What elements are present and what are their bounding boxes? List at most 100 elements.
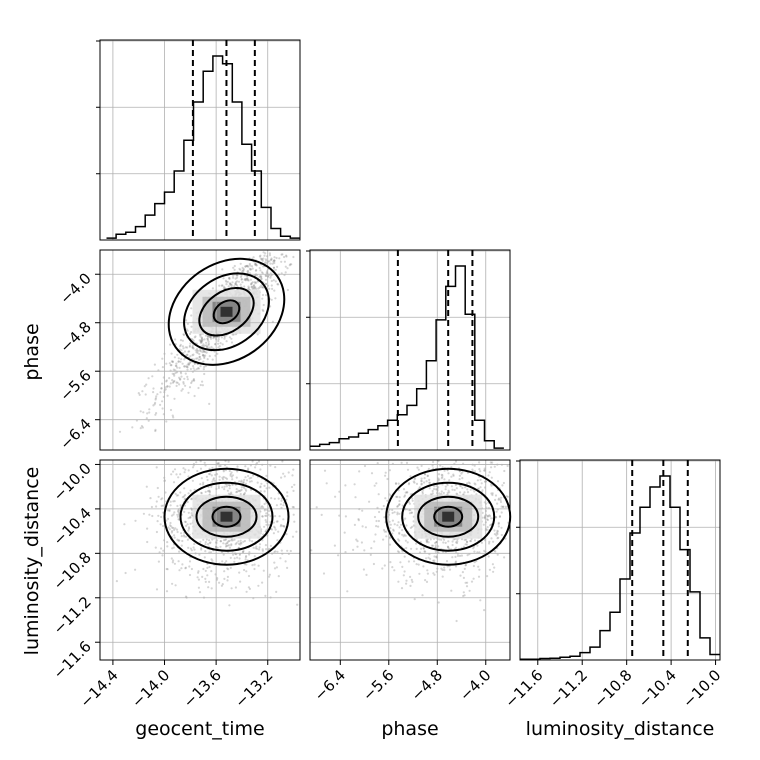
scatter-point [404,539,407,542]
scatter-point [184,520,187,524]
panel-frame-hist-geocent_time [99,39,301,241]
scatter-point [424,579,427,582]
scatter-point [207,335,210,338]
scatter-point [398,512,401,515]
scatter-point [160,515,163,519]
scatter-point [273,261,276,265]
scatter-point [497,536,500,539]
scatter-point [171,360,174,364]
scatter-point [264,530,267,533]
scatter-point [486,518,489,521]
scatter-point [396,524,399,527]
scatter-point [253,555,256,558]
scatter-point [361,509,364,512]
scatter-point [244,265,247,268]
scatter-point [208,565,211,569]
scatter-point [265,262,268,265]
scatter-point [192,379,195,382]
y-tick-label-phase-0: −6.4 [56,415,94,453]
scatter-point [200,492,203,495]
scatter-point [239,275,243,279]
scatter-point [222,470,225,473]
scatter-point [219,545,222,548]
scatter-point [483,469,486,472]
scatter-point [228,277,231,280]
scatter-point [488,515,492,518]
scatter-point [408,482,411,485]
scatter-point [181,339,184,342]
scatter-point [204,354,207,357]
x-tick-label-geocent_time-2: −13.6 [180,666,225,711]
scatter-point [238,480,241,483]
scatter-point [278,515,281,518]
scatter-point [463,594,466,597]
scatter-point [458,474,461,477]
scatter-point [226,575,229,579]
scatter-point [420,547,423,550]
scatter-point [483,609,486,612]
scatter-point [487,474,490,477]
scatter-point [260,284,263,287]
scatter-point [441,475,444,479]
scatter-point [265,474,268,477]
scatter-point [259,468,262,471]
scatter-point [403,533,406,536]
scatter-point [272,266,275,269]
scatter-point [262,506,265,509]
scatter-point [218,345,221,348]
scatter-point [483,469,486,472]
scatter-point [283,255,286,259]
scatter-point [178,366,181,369]
scatter-point [227,492,230,495]
scatter-point [377,525,380,528]
scatter-point [287,471,290,474]
scatter-point [404,491,407,494]
scatter-point [212,478,215,481]
scatter-point [188,565,191,568]
y-axis-label-phase: phase [21,323,43,380]
scatter-point [206,566,209,570]
scatter-point [243,492,246,495]
scatter-point [183,504,186,507]
scatter-point [365,573,368,577]
scatter-point [253,286,256,289]
scatter-point [161,407,164,410]
scatter-point [268,254,272,257]
scatter-point [258,546,261,549]
scatter-point [486,575,489,578]
scatter-point [202,368,205,371]
scatter-point [455,619,458,623]
scatter-point [227,483,230,486]
scatter-point [182,333,185,336]
scatter-point [258,255,261,258]
scatter-point [459,574,462,577]
scatter-point [160,498,163,501]
scatter-point [225,283,228,286]
scatter-point [236,280,239,283]
scatter-point [229,282,232,285]
scatter-point [463,491,466,494]
scatter-point [248,262,251,266]
scatter-point [398,539,401,542]
scatter-point [267,509,271,513]
scatter-point [479,478,482,481]
scatter-point [337,554,340,557]
scatter-point [173,536,176,539]
scatter-point [425,480,428,483]
scatter-point [206,345,209,348]
scatter-point [410,511,413,514]
scatter-point [207,472,211,476]
scatter-point [487,555,490,558]
scatter-point [186,353,189,356]
scatter-point [244,558,247,561]
x-axis-label-phase: phase [381,718,438,740]
scatter-point [495,510,498,513]
scatter-point [396,550,400,553]
scatter-point [191,354,194,357]
scatter-point [257,460,261,463]
scatter-point [476,551,479,554]
scatter-point [197,349,200,352]
scatter-point [221,268,224,271]
scatter-point [155,466,158,469]
scatter-point [279,503,282,506]
